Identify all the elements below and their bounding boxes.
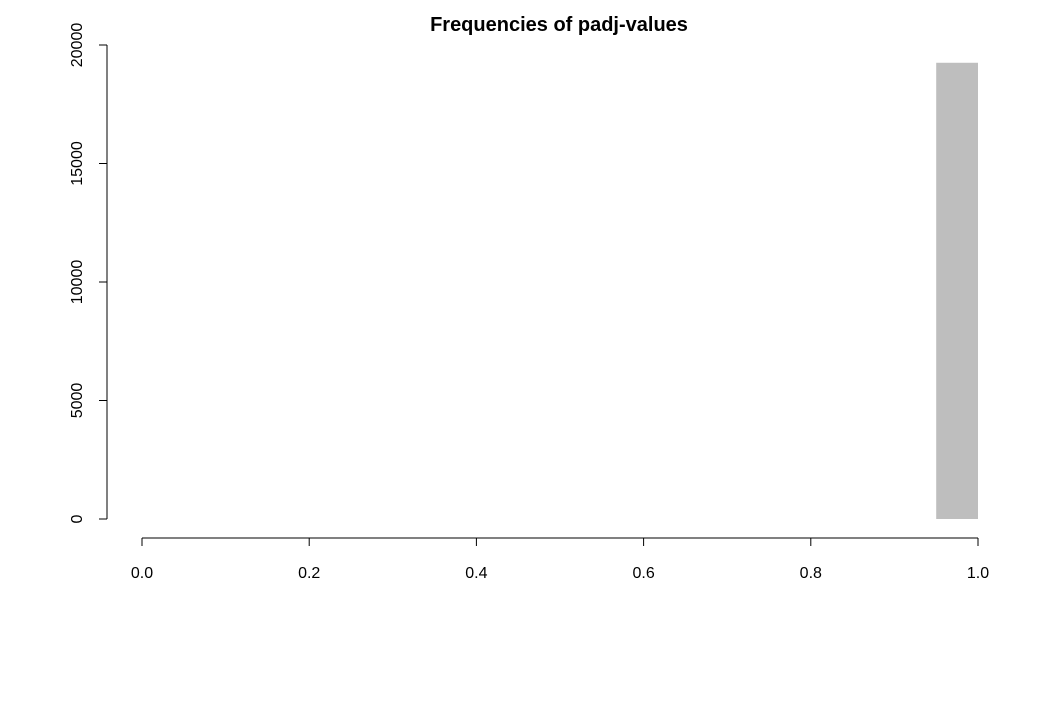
chart-title: Frequencies of padj-values <box>430 14 688 36</box>
histogram-bar-0 <box>936 62 978 520</box>
y-axis: 0 5000 10000 15000 20000 <box>69 23 108 523</box>
y-tick-label-0: 0 <box>69 514 86 523</box>
x-tick-label-1: 0.2 <box>298 565 320 582</box>
y-tick-label-2: 10000 <box>69 260 86 305</box>
y-tick-label-3: 15000 <box>69 141 86 186</box>
x-tick-label-0: 0.0 <box>131 565 153 582</box>
y-tick-label-4: 20000 <box>69 23 86 68</box>
bars-group <box>936 62 978 520</box>
y-tick-label-1: 5000 <box>69 383 86 419</box>
x-tick-label-4: 0.8 <box>800 565 822 582</box>
x-axis: 0.0 0.2 0.4 0.6 0.8 1.0 <box>131 537 989 582</box>
x-tick-label-2: 0.4 <box>465 565 487 582</box>
x-tick-label-5: 1.0 <box>967 565 989 582</box>
x-tick-label-3: 0.6 <box>632 565 654 582</box>
